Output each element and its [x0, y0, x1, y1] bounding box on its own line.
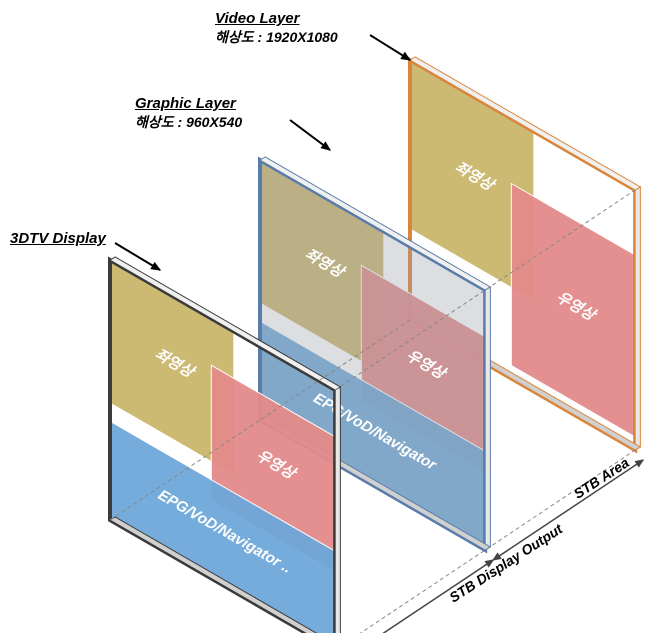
- graphic-layer-sub: 해상도 : 960X540: [135, 112, 242, 132]
- video-layer-sub: 해상도 : 1920X1080: [215, 27, 338, 47]
- display-title: 3DTV Display: [10, 230, 106, 247]
- label-3dtv-display: 3DTV Display: [10, 230, 106, 247]
- graphic-layer-title: Graphic Layer: [135, 95, 242, 112]
- label-graphic-layer: Graphic Layer 해상도 : 960X540: [135, 95, 242, 132]
- diagram-svg: 좌영상우영상좌영상우영상EPG/VoD/Navigator좌영상우영상EPG/V…: [0, 0, 668, 633]
- label-video-layer: Video Layer 해상도 : 1920X1080: [215, 10, 338, 47]
- video-layer-title: Video Layer: [215, 10, 338, 27]
